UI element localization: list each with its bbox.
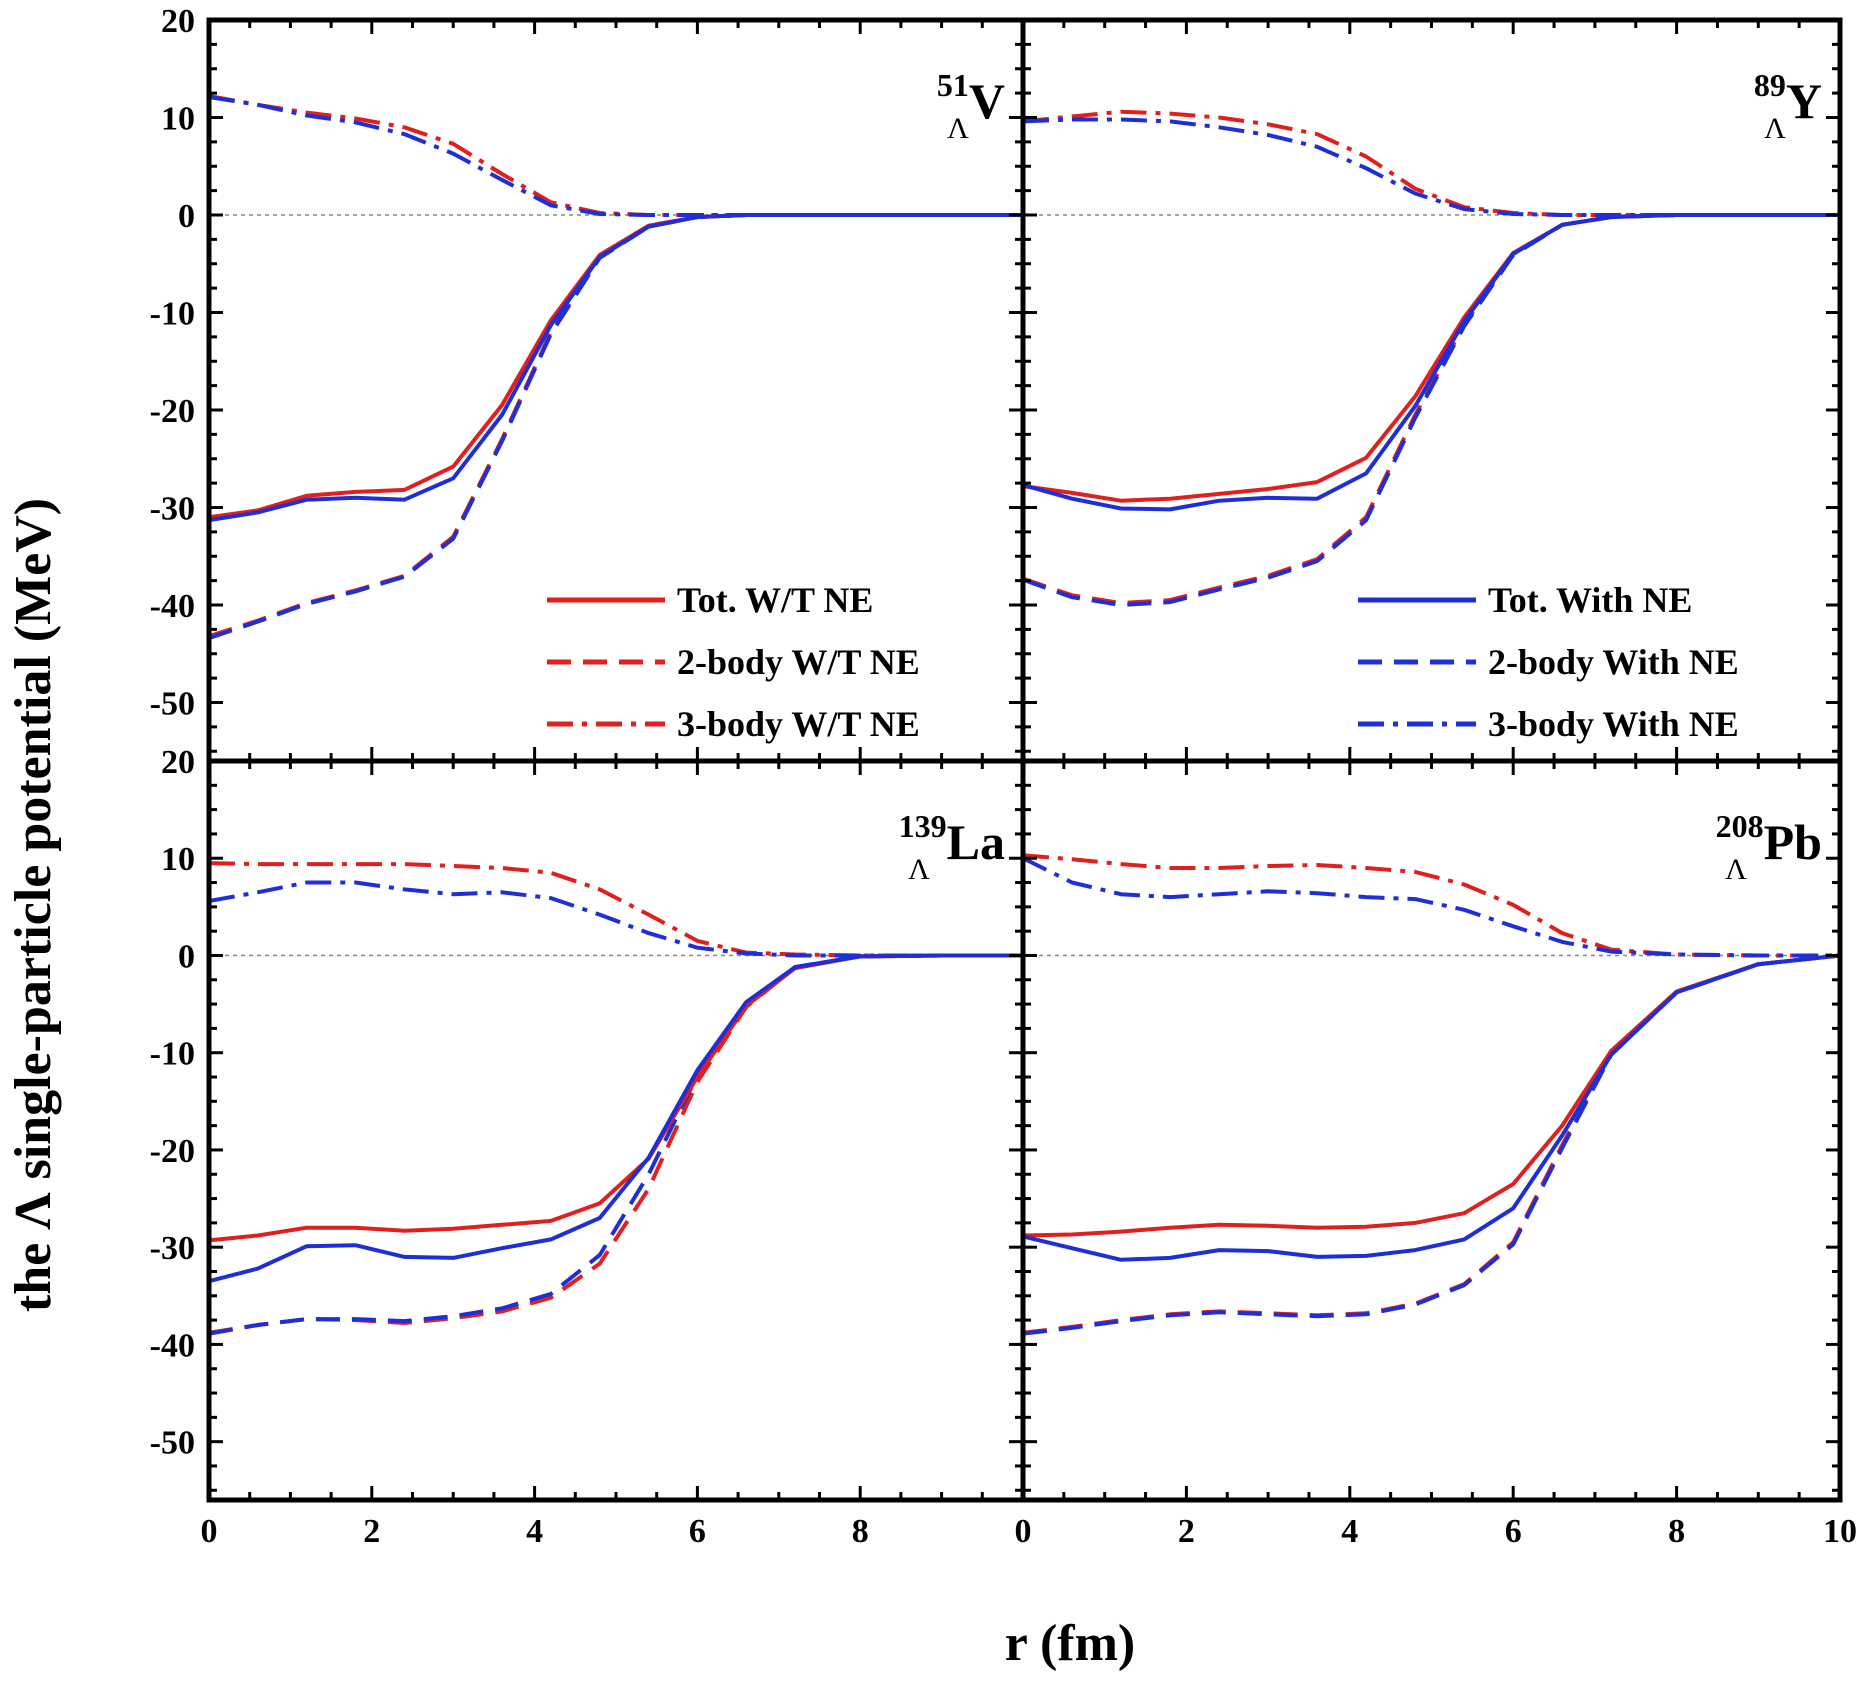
nucleus-mass: 208: [1716, 808, 1764, 844]
nucleus-symbol: Pb: [1764, 814, 1822, 870]
legend-label: Tot. W/T NE: [677, 580, 873, 620]
legend-label: 3-body With NE: [1488, 704, 1739, 744]
series-line-2-body-with-ne: [209, 953, 1023, 1336]
x-tick-label: 6: [1505, 1513, 1522, 1550]
nucleus-mass: 89: [1754, 67, 1786, 103]
series-line-2-body-w-t-ne: [209, 953, 1023, 1335]
series-line-3-body-with-ne: [1023, 117, 1840, 217]
series-line-2-body-with-ne: [209, 213, 1023, 640]
nucleus-mass: 51: [937, 67, 969, 103]
series-line-tot-with-ne: [209, 213, 1023, 523]
nucleus-lambda: Λ: [1764, 112, 1786, 145]
x-tick-label: 8: [1668, 1513, 1685, 1550]
series-line-2-body-with-ne: [1023, 953, 1840, 1336]
nucleus-label: 89Y: [1754, 67, 1822, 129]
ticks: [207, 759, 1025, 1500]
legend-label: 3-body W/T NE: [677, 704, 920, 744]
series-group: [209, 861, 1023, 1336]
x-axis-title: r (fm): [1005, 1615, 1135, 1672]
x-tick-label: 2: [363, 1513, 380, 1550]
series-group: [1023, 853, 1840, 1336]
x-tick-label: 10: [1823, 1513, 1857, 1550]
ticks: [1021, 759, 1842, 1500]
y-tick-label: -20: [150, 393, 195, 430]
x-tick-label: 8: [852, 1513, 869, 1550]
series-line-3-body-w-t-ne: [1023, 109, 1840, 217]
series-line-tot-with-ne: [1023, 953, 1840, 1262]
nucleus-symbol: Y: [1786, 73, 1822, 129]
y-tick-label: 10: [161, 841, 195, 878]
legend-label: Tot. With NE: [1488, 580, 1692, 620]
x-tick-label: 0: [201, 1513, 218, 1550]
y-tick-label: 20: [161, 3, 195, 40]
series-group: [209, 94, 1023, 640]
y-tick-label: -50: [150, 686, 195, 723]
panel-frame: [206, 758, 1026, 1503]
legend-label: 2-body W/T NE: [677, 642, 920, 682]
nucleus-mass: 139: [899, 808, 947, 844]
series-line-2-body-w-t-ne: [1023, 953, 1840, 1335]
x-tick-label: 2: [1178, 1513, 1195, 1550]
nucleus-lambda: Λ: [947, 112, 969, 145]
series-line-2-body-w-t-ne: [1023, 213, 1840, 605]
series-line-tot-w-t-ne: [209, 213, 1023, 520]
nucleus-label: 139La: [899, 808, 1005, 870]
series-group: [1023, 109, 1840, 607]
y-tick-label: 0: [178, 198, 195, 235]
nucleus-lambda: Λ: [1725, 853, 1747, 886]
y-tick-label: 10: [161, 101, 195, 138]
y-tick-label: -50: [150, 1425, 195, 1462]
x-tick-label: 4: [1341, 1513, 1358, 1550]
series-line-2-body-with-ne: [1023, 213, 1840, 607]
y-tick-label: -30: [150, 1230, 195, 1267]
series-line-3-body-w-t-ne: [209, 94, 1023, 217]
nucleus-lambda: Λ: [908, 853, 930, 886]
legend-label: 2-body With NE: [1488, 642, 1739, 682]
series-line-2-body-w-t-ne: [209, 213, 1023, 639]
series-line-3-body-w-t-ne: [1023, 853, 1840, 958]
y-tick-label: -10: [150, 296, 195, 333]
y-tick-label: 20: [161, 744, 195, 781]
y-tick-label: -10: [150, 1036, 195, 1073]
y-tick-label: 0: [178, 938, 195, 975]
nucleus-symbol: La: [947, 814, 1005, 870]
nucleus-label: 51V: [937, 67, 1005, 129]
series-line-tot-with-ne: [1023, 213, 1840, 512]
y-tick-label: -30: [150, 491, 195, 528]
nucleus-symbol: V: [969, 73, 1005, 129]
series-line-tot-w-t-ne: [1023, 953, 1840, 1238]
nucleus-label: 208Pb: [1716, 808, 1822, 870]
series-line-3-body-w-t-ne: [209, 861, 1023, 958]
y-tick-label: -20: [150, 1133, 195, 1170]
series-line-3-body-with-ne: [209, 880, 1023, 958]
x-tick-label: 6: [689, 1513, 706, 1550]
y-tick-label: -40: [150, 588, 195, 625]
y-tick-label: -40: [150, 1327, 195, 1364]
x-tick-label: 4: [526, 1513, 543, 1550]
series-line-3-body-with-ne: [1023, 856, 1840, 958]
series-line-tot-w-t-ne: [1023, 213, 1840, 503]
series-line-tot-with-ne: [209, 953, 1023, 1284]
x-tick-label: 0: [1015, 1513, 1032, 1550]
y-axis-title: the Λ single-particle potential (MeV): [5, 498, 62, 1312]
panel-frame: [1020, 758, 1843, 1503]
